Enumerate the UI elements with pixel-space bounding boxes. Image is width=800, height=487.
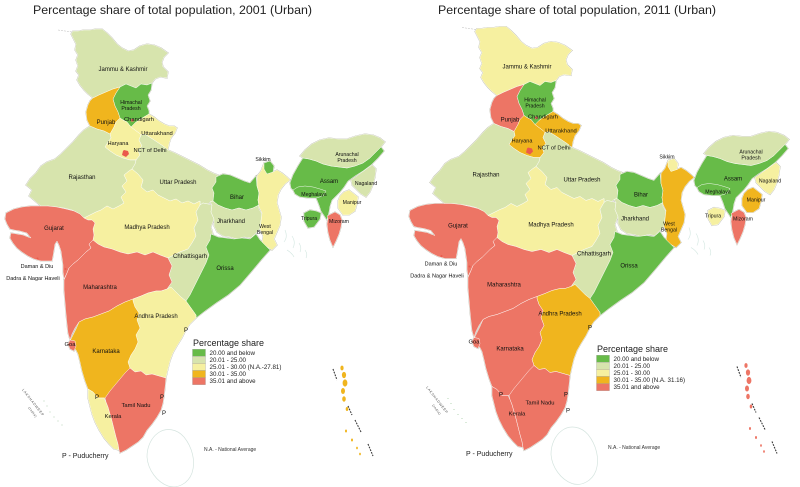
svg-text:N.A. - National Average: N.A. - National Average — [204, 447, 256, 453]
svg-text:Percentage share: Percentage share — [193, 338, 264, 348]
svg-text:West: West — [663, 222, 675, 228]
svg-text:Percentage share: Percentage share — [597, 344, 668, 354]
svg-text:Punjab: Punjab — [501, 118, 520, 124]
svg-text:Assam: Assam — [320, 179, 338, 185]
svg-text:30.01 - 35.00: 30.01 - 35.00 — [210, 371, 247, 378]
svg-text:Kerala: Kerala — [105, 414, 123, 420]
svg-text:P: P — [499, 393, 503, 399]
svg-text:Nagaland: Nagaland — [355, 181, 377, 187]
svg-text:Goa: Goa — [65, 342, 77, 348]
svg-text:Jammu & Kashmir: Jammu & Kashmir — [502, 65, 551, 71]
svg-text:P: P — [566, 409, 570, 415]
svg-text:Manipur: Manipur — [747, 198, 766, 204]
svg-text:Nagaland: Nagaland — [759, 179, 781, 185]
svg-text:Gujarat: Gujarat — [44, 226, 64, 232]
svg-text:West: West — [259, 224, 271, 230]
svg-text:Sikkim: Sikkim — [659, 155, 674, 161]
svg-text:Karnataka: Karnataka — [92, 349, 120, 355]
svg-text:Tamil Nadu: Tamil Nadu — [526, 401, 555, 407]
svg-text:Uttar Pradesh: Uttar Pradesh — [563, 178, 600, 184]
svg-text:Jharkhand: Jharkhand — [621, 217, 649, 223]
svg-text:Chhattisgarh: Chhattisgarh — [173, 254, 207, 260]
svg-text:Sikkim: Sikkim — [255, 157, 270, 163]
svg-text:Pradesh: Pradesh — [337, 158, 356, 164]
svg-text:P: P — [588, 326, 592, 332]
svg-text:Orissa: Orissa — [216, 266, 234, 272]
svg-text:P: P — [160, 395, 164, 401]
svg-text:P - Puducherry: P - Puducherry — [466, 451, 513, 458]
svg-text:Karnataka: Karnataka — [496, 347, 524, 353]
svg-text:20.01 - 25.00: 20.01 - 25.00 — [614, 363, 651, 370]
svg-text:Meghalaya: Meghalaya — [301, 192, 326, 198]
svg-text:20.01 - 25.00: 20.01 - 25.00 — [210, 357, 247, 364]
svg-text:Uttarakhand: Uttarakhand — [141, 131, 173, 137]
svg-text:Jammu & Kashmir: Jammu & Kashmir — [98, 67, 147, 73]
svg-text:Madhya Pradesh: Madhya Pradesh — [124, 225, 169, 231]
svg-text:Chhattisgarh: Chhattisgarh — [577, 252, 611, 258]
svg-text:30.01 - 35.00 (N.A. 31.16): 30.01 - 35.00 (N.A. 31.16) — [614, 377, 686, 384]
svg-text:Andhra Pradesh: Andhra Pradesh — [134, 314, 177, 320]
svg-text:(India): (India) — [431, 404, 442, 416]
svg-text:Haryana: Haryana — [512, 139, 534, 145]
svg-text:Uttar Pradesh: Uttar Pradesh — [159, 180, 196, 186]
svg-text:Pradesh: Pradesh — [741, 156, 760, 162]
svg-text:Tamil Nadu: Tamil Nadu — [122, 403, 151, 409]
svg-text:Chandigarh: Chandigarh — [124, 117, 154, 123]
svg-text:Bihar: Bihar — [634, 193, 648, 199]
svg-text:N.A. - National Average: N.A. - National Average — [608, 445, 660, 451]
svg-text:Daman & Diu: Daman & Diu — [425, 262, 458, 268]
svg-text:Madhya Pradesh: Madhya Pradesh — [528, 223, 573, 229]
svg-text:20.00 and below: 20.00 and below — [614, 356, 660, 363]
svg-text:NCT of Delhi: NCT of Delhi — [537, 146, 570, 152]
svg-text:Goa: Goa — [469, 340, 481, 346]
svg-text:Punjab: Punjab — [97, 120, 116, 126]
svg-text:Mizoram: Mizoram — [733, 217, 753, 223]
svg-text:Rajasthan: Rajasthan — [472, 173, 499, 179]
svg-text:Dadra & Nagar Haveli: Dadra & Nagar Haveli — [6, 276, 60, 282]
svg-text:Mizoram: Mizoram — [329, 219, 349, 225]
svg-text:Arunachal: Arunachal — [335, 152, 358, 158]
svg-text:Percentage share of total popu: Percentage share of total population, 20… — [33, 3, 312, 17]
svg-text:Tripura: Tripura — [705, 214, 721, 220]
svg-text:Manipur: Manipur — [343, 200, 362, 206]
svg-text:Bengal: Bengal — [257, 230, 273, 236]
svg-text:Chandigarh: Chandigarh — [528, 115, 558, 121]
svg-text:25.01 - 30.00 (N.A.-27.81): 25.01 - 30.00 (N.A.-27.81) — [210, 364, 282, 371]
svg-text:Orissa: Orissa — [620, 264, 638, 270]
svg-text:NCT of Delhi: NCT of Delhi — [133, 148, 166, 154]
svg-text:Uttarakhand: Uttarakhand — [545, 129, 577, 135]
svg-text:Dadra & Nagar Haveli: Dadra & Nagar Haveli — [410, 274, 464, 280]
svg-text:Arunachal: Arunachal — [739, 150, 762, 156]
svg-text:P: P — [564, 393, 568, 399]
svg-text:Tripura: Tripura — [301, 216, 317, 222]
svg-text:Assam: Assam — [724, 177, 742, 183]
svg-text:Rajasthan: Rajasthan — [68, 175, 95, 181]
svg-text:Himachal: Himachal — [524, 98, 546, 104]
svg-text:Bengal: Bengal — [661, 228, 677, 234]
svg-text:35.01 and above: 35.01 and above — [614, 384, 661, 391]
svg-text:Gujarat: Gujarat — [448, 224, 468, 230]
svg-text:Andhra Pradesh: Andhra Pradesh — [538, 312, 581, 318]
svg-text:P - Puducherry: P - Puducherry — [62, 453, 109, 460]
svg-text:P: P — [95, 395, 99, 401]
svg-text:Maharashtra: Maharashtra — [83, 285, 117, 291]
svg-text:35.01 and above: 35.01 and above — [210, 378, 257, 385]
svg-text:Meghalaya: Meghalaya — [705, 190, 730, 196]
svg-text:P: P — [162, 411, 166, 417]
svg-text:Jharkhand: Jharkhand — [217, 219, 245, 225]
svg-text:Haryana: Haryana — [108, 141, 130, 147]
svg-text:Bihar: Bihar — [230, 195, 244, 201]
svg-text:Maharashtra: Maharashtra — [487, 283, 521, 289]
svg-text:Pradesh: Pradesh — [121, 106, 140, 112]
svg-text:20.00 and below: 20.00 and below — [210, 350, 256, 357]
svg-text:Kerala: Kerala — [509, 412, 527, 418]
svg-text:Daman & Diu: Daman & Diu — [21, 264, 54, 270]
svg-text:(India): (India) — [27, 406, 38, 418]
svg-text:Percentage share of total popu: Percentage share of total population, 20… — [438, 3, 716, 17]
svg-text:Pradesh: Pradesh — [525, 104, 544, 110]
svg-text:P: P — [184, 328, 188, 334]
svg-text:25.01 - 30.00: 25.01 - 30.00 — [614, 370, 651, 377]
svg-text:Himachal: Himachal — [120, 100, 142, 106]
